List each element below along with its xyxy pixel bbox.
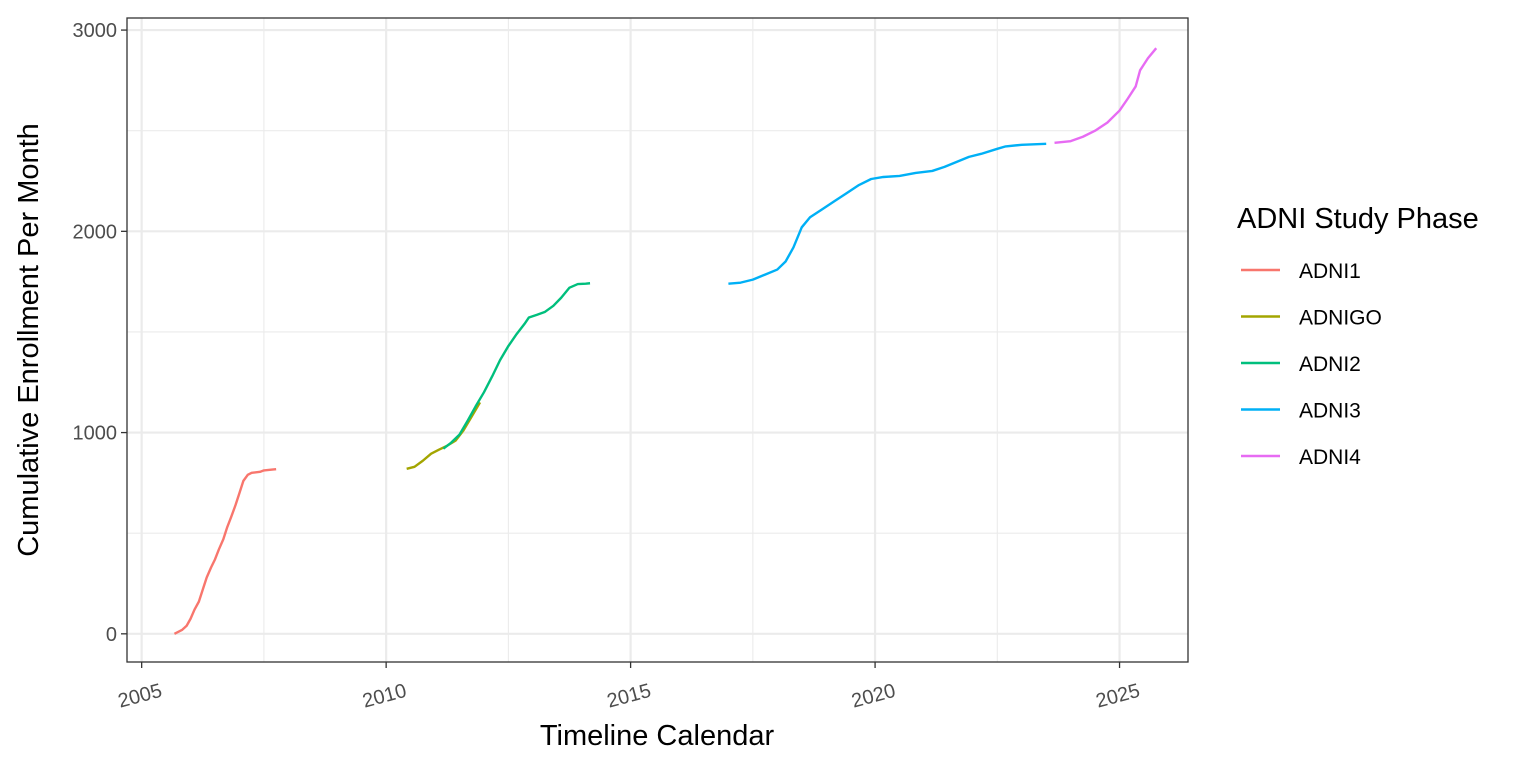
legend: ADNI Study Phase ADNI1ADNIGOADNI2ADNI3AD… [1237,203,1479,469]
series-line-adni1 [173,468,277,635]
y-tick-label: 0 [106,624,117,646]
grid-minor [127,18,1188,662]
legend-items: ADNI1 ADNIGO ADNI2 ADNI3 ADNI4 [1241,260,1382,469]
y-tick-label: 3000 [73,20,118,42]
series-line-adni3 [728,142,1047,285]
y-tick-label: 1000 [73,423,118,445]
series-line-adni2 [442,282,591,450]
series-line-adni4 [1054,47,1158,144]
y-axis-title: Cumulative Enrollment Per Month [13,123,45,557]
grid-major [127,18,1188,662]
legend-label-adni3: ADNI3 [1299,400,1361,423]
panel-border [126,17,1189,663]
y-axis: 0 1000 2000 3000 [73,20,127,646]
y-tick-label: 2000 [73,221,118,243]
legend-title: ADNI Study Phase [1237,203,1479,235]
legend-label-adni1: ADNI1 [1299,260,1361,283]
series-layer [173,47,1158,635]
x-axis-title: Timeline Calendar [540,720,775,752]
legend-label-adni2: ADNI2 [1299,353,1361,376]
legend-label-adni4: ADNI4 [1299,446,1361,469]
legend-label-adnigo: ADNIGO [1299,307,1382,330]
